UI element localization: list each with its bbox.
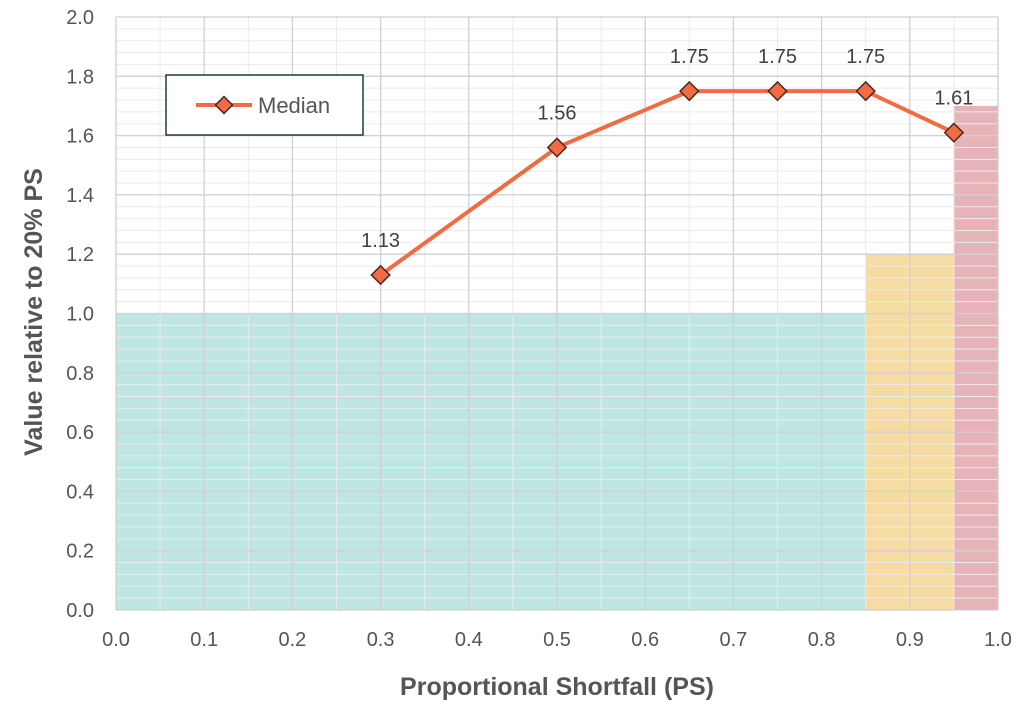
series-layer xyxy=(370,80,965,286)
data-point xyxy=(679,80,700,102)
x-tick-label: 0.3 xyxy=(367,629,395,651)
y-tick-label: 1.6 xyxy=(66,126,94,148)
y-tick-label: 0.8 xyxy=(66,363,94,385)
data-point xyxy=(767,80,788,102)
x-tick-label: 0.5 xyxy=(543,629,571,651)
x-tick-label: 0.1 xyxy=(190,629,218,651)
y-tick-label: 1.0 xyxy=(66,304,94,326)
legend: Median xyxy=(165,74,364,136)
y-tick-label: 1.2 xyxy=(66,244,94,266)
legend-marker-sample xyxy=(214,95,234,115)
band-0 xyxy=(116,313,866,610)
x-tick-label: 0.0 xyxy=(102,629,130,651)
data-label: 1.56 xyxy=(538,102,577,124)
y-axis-title: Value relative to 20% PS xyxy=(20,168,48,456)
y-tick-label: 1.4 xyxy=(66,185,94,207)
data-point xyxy=(546,137,568,158)
y-tick-labels: 0.0 0.2 0.4 0.6 0.8 1.0 1.2 1.4 1.6 1.8 2.0 xyxy=(66,7,94,622)
x-tick-label: 0.9 xyxy=(896,629,924,651)
band-2 xyxy=(953,105,998,610)
x-tick-labels: 0.0 0.1 0.2 0.3 0.4 0.5 0.6 0.7 0.8 0.9 1.0 xyxy=(102,629,1012,651)
legend-label-median: Median xyxy=(258,93,330,118)
data-point xyxy=(943,122,965,143)
y-tick-label: 2.0 xyxy=(66,7,94,29)
data-point xyxy=(855,80,876,102)
y-tick-label: 0.6 xyxy=(66,422,94,444)
x-tick-label: 0.8 xyxy=(808,629,836,651)
x-tick-label: 0.4 xyxy=(455,629,483,651)
data-label: 1.75 xyxy=(758,46,797,68)
y-tick-label: 0.0 xyxy=(66,600,94,622)
data-label: 1.75 xyxy=(670,46,709,68)
x-axis-title: Proportional Shortfall (PS) xyxy=(400,673,714,701)
y-tick-label: 1.8 xyxy=(66,66,94,88)
x-tick-label: 0.7 xyxy=(719,629,747,651)
series-line-0 xyxy=(379,89,955,277)
x-tick-label: 1.0 xyxy=(984,629,1012,651)
y-tick-label: 0.2 xyxy=(66,541,94,563)
data-label: 1.61 xyxy=(934,88,973,110)
data-point xyxy=(370,264,391,286)
data-label: 1.13 xyxy=(361,230,400,252)
x-tick-label: 0.2 xyxy=(278,629,306,651)
x-tick-label: 0.6 xyxy=(631,629,659,651)
data-labels: 1.13 1.56 1.75 1.75 1.75 1.61 xyxy=(361,46,973,252)
y-tick-label: 0.4 xyxy=(66,481,94,503)
data-label: 1.75 xyxy=(846,46,885,68)
